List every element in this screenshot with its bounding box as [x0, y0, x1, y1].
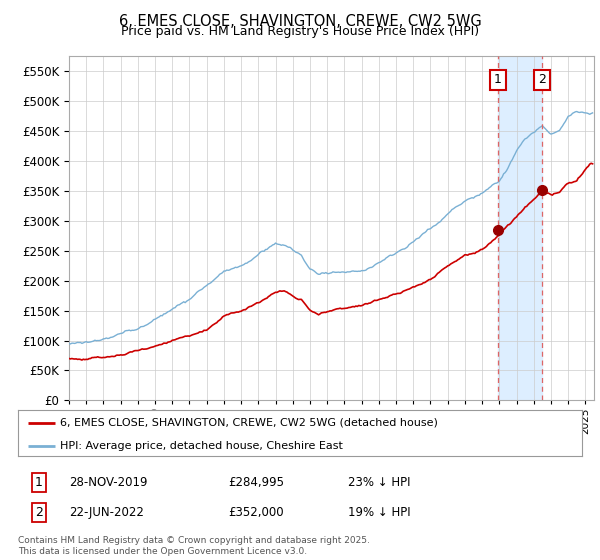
Text: Contains HM Land Registry data © Crown copyright and database right 2025.
This d: Contains HM Land Registry data © Crown c… [18, 536, 370, 556]
Text: HPI: Average price, detached house, Cheshire East: HPI: Average price, detached house, Ches… [60, 441, 343, 451]
Text: £352,000: £352,000 [228, 506, 284, 519]
Text: 6, EMES CLOSE, SHAVINGTON, CREWE, CW2 5WG (detached house): 6, EMES CLOSE, SHAVINGTON, CREWE, CW2 5W… [60, 418, 438, 428]
Text: 19% ↓ HPI: 19% ↓ HPI [348, 506, 410, 519]
Text: 1: 1 [35, 476, 43, 489]
Text: £284,995: £284,995 [228, 476, 284, 489]
Text: 22-JUN-2022: 22-JUN-2022 [69, 506, 144, 519]
Text: 2: 2 [35, 506, 43, 519]
Text: 1: 1 [494, 73, 502, 86]
Text: 6, EMES CLOSE, SHAVINGTON, CREWE, CW2 5WG: 6, EMES CLOSE, SHAVINGTON, CREWE, CW2 5W… [119, 14, 481, 29]
Text: 2: 2 [538, 73, 546, 86]
Text: Price paid vs. HM Land Registry's House Price Index (HPI): Price paid vs. HM Land Registry's House … [121, 25, 479, 38]
Bar [498, 56, 542, 400]
Text: 28-NOV-2019: 28-NOV-2019 [69, 476, 148, 489]
Text: 23% ↓ HPI: 23% ↓ HPI [348, 476, 410, 489]
